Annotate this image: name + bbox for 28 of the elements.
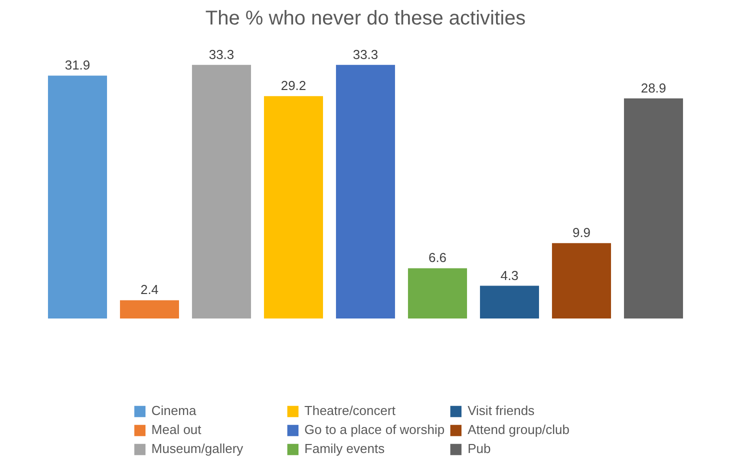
data-label: 31.9 bbox=[64, 58, 90, 73]
legend-label: Visit friends bbox=[468, 403, 536, 418]
bar bbox=[264, 96, 324, 318]
data-label: 33.3 bbox=[208, 46, 234, 62]
data-label: 29.2 bbox=[280, 78, 306, 94]
legend-label: Go to a place of worship bbox=[304, 422, 445, 437]
data-label: 4.3 bbox=[500, 268, 519, 283]
bar bbox=[48, 76, 108, 318]
data-label: 2.4 bbox=[140, 282, 159, 298]
legend-label: Pub bbox=[468, 441, 492, 456]
data-label: 9.9 bbox=[572, 225, 591, 240]
legend-label: Family events bbox=[304, 441, 386, 456]
legend-label: Cinema bbox=[151, 403, 198, 418]
chart-title: The % who never do these activities bbox=[205, 8, 526, 30]
data-label: 33.3 bbox=[352, 46, 378, 62]
bar bbox=[336, 64, 396, 318]
legend-label: Attend group/club bbox=[468, 422, 570, 437]
bar bbox=[192, 64, 252, 318]
legend-label: Museum/gallery bbox=[151, 441, 244, 456]
legend-label: Meal out bbox=[151, 422, 202, 437]
bar bbox=[408, 268, 468, 318]
data-label: 28.9 bbox=[640, 80, 666, 96]
bar bbox=[552, 243, 612, 318]
data-label: 6.6 bbox=[428, 250, 447, 266]
bar bbox=[120, 300, 180, 318]
bar bbox=[480, 286, 540, 318]
bar bbox=[624, 98, 684, 318]
legend-label: Theatre/concert bbox=[304, 403, 396, 418]
